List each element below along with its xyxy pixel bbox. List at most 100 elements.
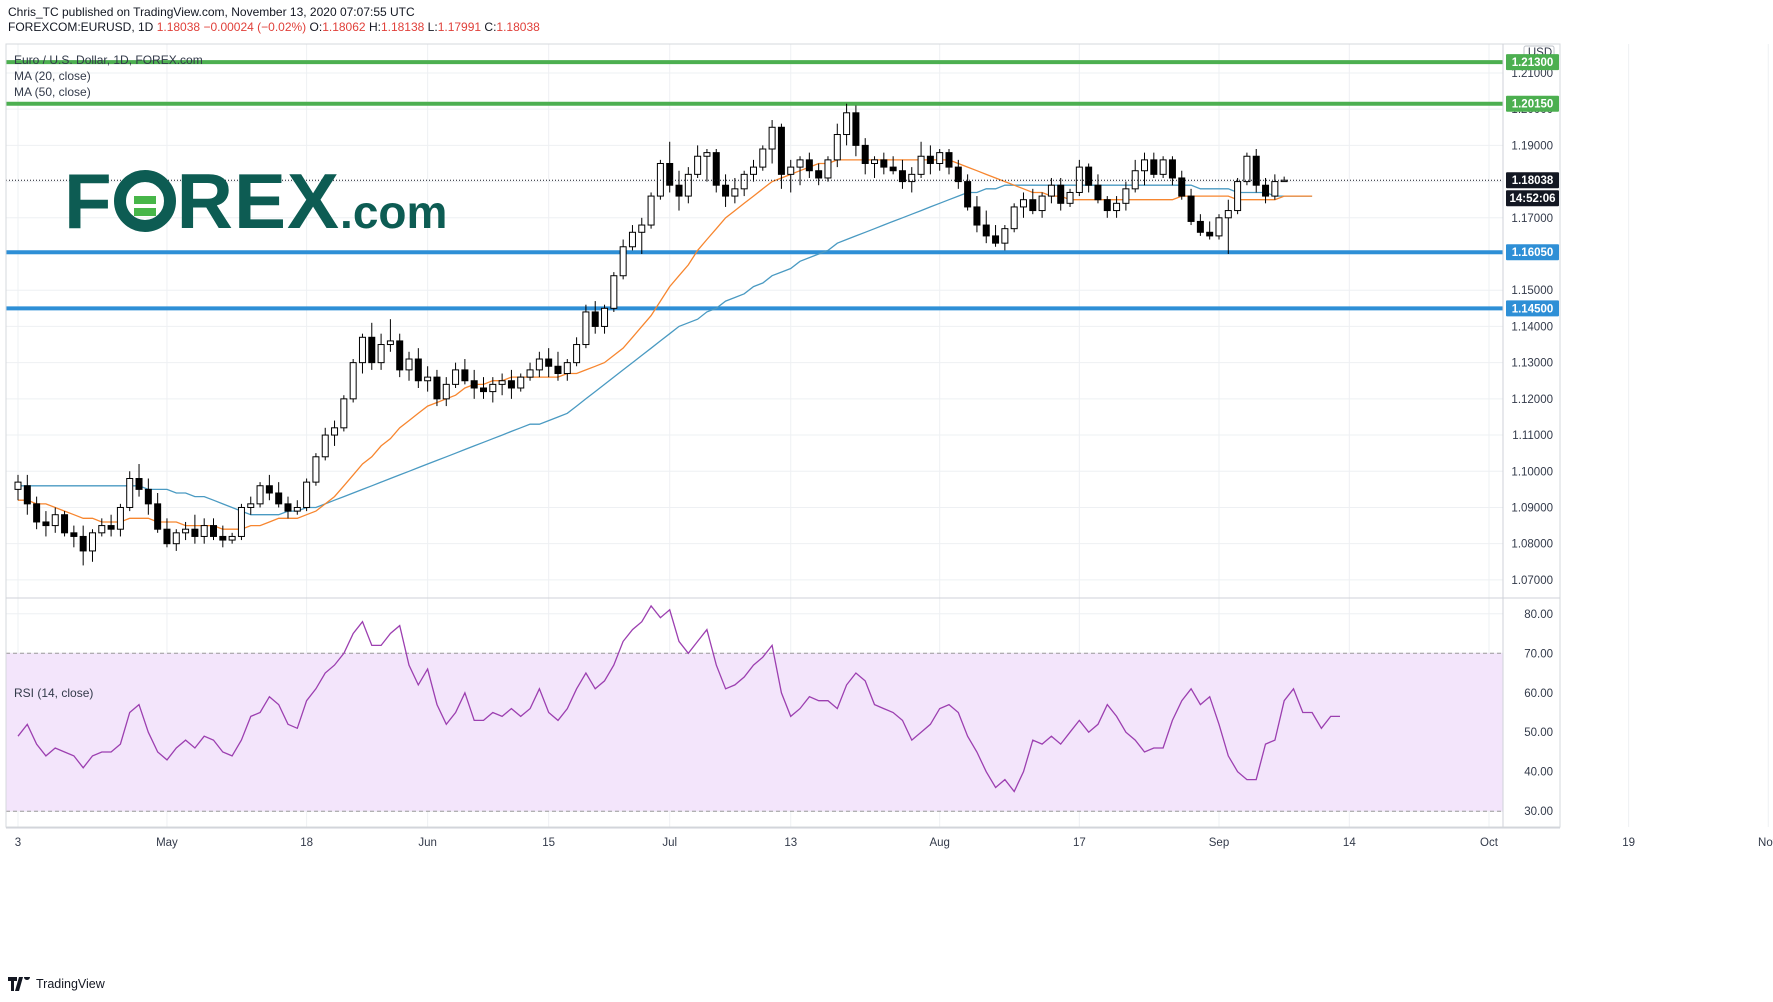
candle-body — [256, 485, 264, 505]
candles — [14, 103, 1288, 566]
price-tick-label: 1.07000 — [1511, 575, 1553, 587]
price-tick-label: 1.10000 — [1511, 466, 1553, 478]
rsi-band — [6, 653, 1503, 812]
candle-body — [247, 503, 255, 508]
candle-body — [1122, 188, 1130, 204]
candle-body — [70, 532, 78, 537]
price-tick-label: 1.21000 — [1511, 68, 1553, 80]
candle-body — [1234, 181, 1242, 212]
price-tick-label: 1.17000 — [1511, 213, 1553, 225]
price-tick-label: 1.08000 — [1511, 539, 1553, 551]
rsi-tick-label: 60.00 — [1524, 688, 1553, 700]
price-tick-label: 1.15000 — [1511, 285, 1553, 297]
candle-body — [880, 159, 888, 168]
candle-body — [1262, 184, 1270, 197]
candle-body — [1085, 166, 1093, 186]
candle-body — [163, 528, 171, 545]
candle-body — [312, 456, 320, 483]
candle-body — [275, 492, 283, 505]
time-tick-label: 14 — [1343, 837, 1356, 849]
candle-body — [414, 358, 422, 382]
price-tick-label: 1.09000 — [1511, 502, 1553, 514]
candle-body — [358, 336, 366, 364]
legend-ma50[interactable]: MA (50, close) — [14, 85, 91, 99]
candle-body — [368, 336, 376, 364]
candle-body — [526, 369, 534, 378]
last-price-tag-bg — [1506, 172, 1559, 189]
candle-body — [945, 152, 953, 168]
candle-body — [424, 376, 432, 382]
candle-body — [722, 184, 730, 197]
rsi-axis[interactable]: 30.00 40.00 50.00 60.00 70.00 80.00 — [1524, 609, 1553, 818]
candle-body — [731, 188, 739, 197]
candle-body — [200, 525, 208, 537]
candle-body — [1206, 231, 1214, 237]
candle-body — [768, 126, 776, 150]
logo-o-icon — [113, 170, 176, 232]
price-axis[interactable]: 1.07000 1.08000 1.09000 1.10000 1.11000 1.120… — [1511, 45, 1555, 587]
time-tick-label: Aug — [929, 837, 949, 849]
price-tick-label: 1.12000 — [1511, 394, 1553, 406]
candle-body — [749, 166, 757, 175]
price-tick-label: 1.13000 — [1511, 358, 1553, 370]
candle-body — [79, 535, 87, 552]
candle-body — [684, 173, 692, 197]
rsi-tick-label: 50.00 — [1524, 727, 1553, 739]
candle-body — [638, 224, 646, 233]
candle-body — [554, 365, 562, 375]
candle-body — [1243, 155, 1251, 183]
horizontal-levels[interactable] — [6, 60, 1503, 311]
candle-body — [433, 376, 441, 400]
support-level-tag: 1.16050 — [1512, 247, 1554, 259]
candle-body — [1113, 202, 1121, 212]
candle-body — [917, 155, 925, 175]
candle-body — [1168, 159, 1176, 179]
candle-body — [303, 481, 311, 508]
tradingview-logo-icon — [8, 977, 30, 991]
time-axis[interactable]: 3May18Jun15Jul13Aug17Sep14Oct19Nov16 — [15, 837, 1773, 849]
last-price-tag: 1.18038 — [1512, 175, 1554, 187]
forex-logo: F REX.com — [64, 156, 447, 247]
candle-body — [1010, 206, 1018, 230]
last-price: 1.18038 — [156, 20, 201, 34]
candle-body — [88, 532, 96, 552]
candle-body — [861, 144, 869, 164]
candle-body — [191, 528, 199, 537]
candle-body — [610, 275, 618, 309]
time-tick-label: 17 — [1073, 837, 1086, 849]
time-tick-label: May — [156, 837, 178, 849]
candle-body — [815, 170, 823, 179]
rsi-tick-label: 40.00 — [1524, 767, 1553, 779]
candle-body — [1001, 228, 1009, 244]
candle-body — [1141, 159, 1149, 172]
candle-body — [833, 134, 841, 161]
rsi-legend[interactable]: RSI (14, close) — [14, 686, 94, 700]
price-change: −0.00024 (−0.02%) — [203, 20, 307, 34]
candle-body — [591, 311, 599, 327]
rsi-tick-label: 30.00 — [1524, 806, 1553, 818]
rsi-tick-label: 80.00 — [1524, 609, 1553, 621]
candle-body — [442, 383, 450, 400]
candle-body — [340, 398, 348, 429]
chart-legend[interactable]: Euro / U.S. Dollar, 1D, FOREX.com MA (20… — [14, 52, 203, 100]
candle-body — [126, 478, 134, 508]
legend-ma20[interactable]: MA (20, close) — [14, 69, 91, 83]
candle-body — [852, 112, 860, 146]
logo-part-rex: REX — [176, 157, 341, 245]
close-value: 1.18038 — [496, 20, 540, 34]
time-tick-label: Nov — [1758, 837, 1773, 849]
candle-body — [628, 231, 636, 248]
candle-body — [1187, 195, 1195, 222]
low-label: L: — [427, 20, 438, 34]
candle-body — [1103, 199, 1111, 212]
candle-body — [293, 506, 301, 512]
candle-body — [172, 532, 180, 545]
candle-body — [824, 159, 832, 179]
candle-body — [489, 383, 497, 393]
footer[interactable]: TradingView — [8, 977, 105, 991]
resistance-level-tag: 1.20150 — [1512, 99, 1554, 111]
low-value: 1.17991 — [437, 20, 482, 34]
candle-body — [507, 380, 515, 389]
candle-body — [461, 369, 469, 382]
candle-body — [1047, 184, 1055, 197]
